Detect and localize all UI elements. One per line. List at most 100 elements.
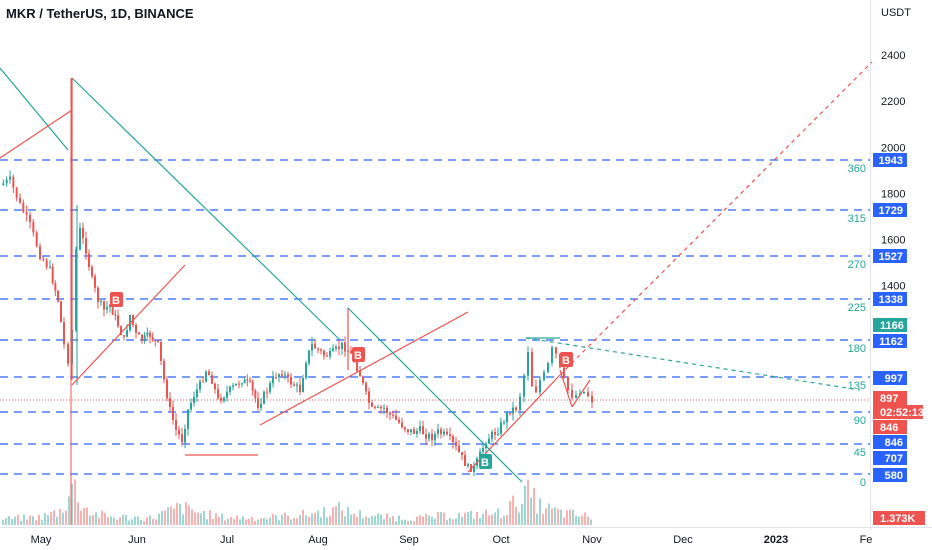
volume-bar (335, 506, 337, 525)
volume-bar (215, 513, 217, 525)
volume-bar (374, 515, 376, 525)
candle-body (138, 332, 140, 335)
volume-bar (338, 502, 340, 525)
level-tag (873, 249, 907, 263)
trend-lines (0, 61, 873, 483)
volume-bar (50, 512, 52, 525)
fib-level-label: 0 (860, 477, 866, 489)
volume-bar (470, 510, 472, 525)
volume-bar (551, 508, 553, 525)
candle-body (523, 375, 525, 397)
volume-bar (500, 518, 502, 525)
time-tick-label: Oct (492, 534, 509, 546)
candle-body (269, 383, 271, 392)
candle-body (141, 334, 143, 341)
price-tag-label: 846 (880, 422, 898, 434)
volume-bar (284, 512, 286, 525)
volume-bar (233, 519, 235, 525)
volume-bar (419, 515, 421, 525)
volume-bar (236, 515, 238, 525)
volume-bar (347, 506, 349, 525)
volume-bar (449, 518, 451, 525)
candle-body (587, 391, 589, 397)
level-tag (873, 468, 907, 482)
candle-body (329, 351, 331, 357)
volume-bar (92, 515, 94, 525)
candle-body (359, 371, 361, 377)
volume-bar (155, 519, 157, 525)
candle-body (202, 381, 204, 383)
price-tick-label: 1800 (881, 188, 905, 200)
volume-bar (413, 521, 415, 525)
candle-body (103, 301, 105, 310)
volume-bar (377, 513, 379, 525)
volume-bar (278, 520, 280, 525)
candle-body (290, 376, 292, 385)
signal-marker (352, 347, 365, 362)
candle-body (410, 429, 412, 433)
volume-bar (368, 517, 370, 525)
candle-body (395, 415, 397, 420)
volume-bar (269, 517, 271, 525)
volume-bars (2, 479, 592, 525)
candle-body (428, 433, 430, 439)
volume-bar (464, 512, 466, 525)
candle-body (377, 406, 379, 408)
chart-title: MKR / TetherUS, 1D, BINANCE (6, 6, 194, 21)
candle-body (311, 343, 313, 351)
candle-body (404, 427, 406, 430)
trend-line (0, 109, 73, 159)
volume-bar (89, 515, 91, 525)
level-tag-label: 846 (885, 437, 903, 449)
candle-body (371, 402, 373, 407)
candle-body (111, 304, 114, 315)
candle-body (22, 202, 25, 213)
volume-bar (467, 512, 469, 525)
candle-body (281, 374, 283, 376)
volume-bar (308, 516, 310, 525)
volume-bar (218, 516, 220, 525)
volume-bar (410, 520, 412, 525)
candle-body (9, 176, 11, 180)
volume-bar (14, 516, 16, 525)
candle-body (275, 377, 277, 379)
candle-body (539, 379, 541, 393)
candle-body (123, 335, 125, 337)
volume-bar (131, 519, 133, 525)
volume-bar (341, 510, 343, 525)
candle-body (567, 376, 569, 391)
price-tick-label: 1600 (881, 235, 905, 247)
price-tag (873, 318, 907, 332)
candle-body (214, 383, 216, 390)
candle-body (452, 436, 454, 442)
candle-body (117, 315, 119, 327)
volume-bar (239, 519, 241, 525)
trend-line (525, 337, 861, 391)
price-tag (873, 420, 907, 434)
candle-body (54, 283, 57, 291)
currency-label: USDT (881, 7, 911, 19)
fib-level-label: 315 (848, 213, 866, 225)
candle-body (434, 433, 436, 441)
volume-bar (101, 510, 103, 525)
candle-body (181, 434, 183, 443)
volume-bar (557, 509, 559, 525)
candle-body (551, 347, 553, 363)
candle-body (160, 341, 162, 361)
candle-body (100, 301, 102, 303)
volume-bar (512, 495, 514, 525)
candle-body (332, 348, 334, 352)
candle-body (172, 406, 174, 420)
time-tick-label: Dec (673, 534, 693, 546)
candle-body (535, 386, 537, 393)
volume-bar (389, 517, 391, 525)
candle-body (120, 326, 122, 336)
trend-line (0, 67, 69, 151)
candle-body (166, 379, 168, 399)
candle-body (196, 389, 198, 398)
time-axis[interactable]: May Jun Jul Aug Sep Oct Nov Dec 2023 Fe (0, 527, 932, 547)
price-axis[interactable]: USDT 2400 2200 2000 1800 1600 1400 (870, 0, 912, 530)
volume-bar (521, 504, 523, 525)
candle-body (323, 350, 325, 356)
